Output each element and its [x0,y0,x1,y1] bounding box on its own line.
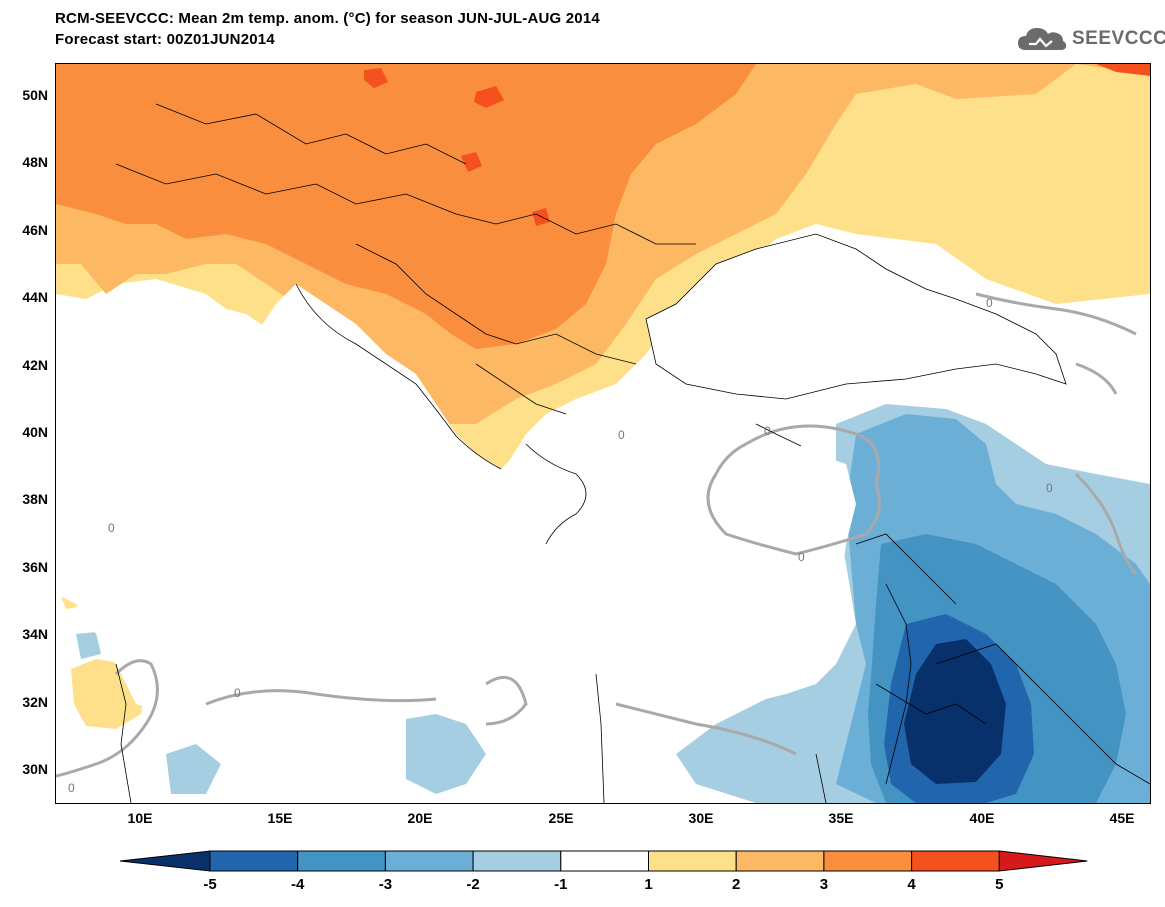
colorbar-label: 4 [907,876,916,893]
forecast-start-label: Forecast start: 00Z01JUN2014 [55,31,275,48]
lon-label: 20E [407,810,433,826]
colorbar-label: 3 [819,876,829,893]
colorbar-segment [648,850,737,872]
lat-label: 50N [22,87,48,103]
warm-anomaly-4-5c [461,152,482,172]
contour-label: 0 [68,781,75,795]
lat-label: 38N [22,491,48,507]
zero-contour [975,292,1137,336]
contour-label: 0 [764,424,771,438]
cloud-icon [1018,28,1067,50]
lon-label: 45E [1109,810,1135,826]
contour-label: 0 [986,296,993,310]
colorbar-segment [209,850,299,872]
lat-label: 44N [22,289,48,305]
lat-label: 46N [22,222,48,238]
black-sea [645,233,1067,400]
zero-contours [56,292,1138,778]
colorbar-label: -2 [466,876,480,893]
contour-label: 0 [798,550,805,564]
contour-labels: 0 0 0 0 0 0 0 0 [68,296,1053,795]
cool-anomaly-lt-5 [904,639,1006,784]
colorbar [119,850,1088,872]
lon-label: 40E [969,810,995,826]
zero-contour [56,659,159,778]
seevccc-logo: SEEVCCC [1016,22,1165,56]
colorbar-segment [911,850,1000,872]
contour-label: 0 [1046,481,1053,495]
lat-label: 30N [22,761,48,777]
zero-contour [485,675,528,726]
colorbar-segment [735,850,825,872]
contour-label: 0 [108,521,115,535]
zero-contour [1075,362,1118,395]
colorbar-label: -1 [554,876,568,893]
zero-contour [205,689,437,706]
contour-label: 0 [234,686,241,700]
colorbar-label: 1 [644,876,653,893]
lat-label: 36N [22,559,48,575]
coastlines-and-borders [115,103,1150,803]
colorbar-label: -5 [203,876,217,893]
colorbar-segment [560,850,649,872]
zero-contour [615,702,797,756]
warm-anomaly-corner [1096,64,1150,76]
lon-label: 35E [828,810,854,826]
colorbar-label: -3 [378,876,393,893]
colorbar-segment [297,850,386,872]
zero-contour [706,424,881,556]
colorbar-label: 5 [995,876,1004,893]
map-panel: 0 0 0 0 0 0 0 0 [55,63,1151,804]
logo-text: SEEVCCC [1072,28,1165,49]
lat-label: 42N [22,357,48,373]
warm-anomaly-4-5b [474,86,504,108]
lat-label: 34N [22,626,48,642]
warm-anomaly-4-5a [364,68,388,88]
lon-label: 10E [127,810,153,826]
colorbar-segment [384,850,474,872]
mediterranean-sea [56,284,856,719]
warm-anomaly-3-4 [56,64,756,349]
cool-patch-n-africa-1 [406,714,486,794]
colorbar-segment [119,850,211,872]
lat-label: 48N [22,154,48,170]
lat-label: 40N [22,424,48,440]
warm-anomaly-4-5d [532,208,550,226]
contour-label: 0 [618,428,625,442]
map-title: RCM-SEEVCCC: Mean 2m temp. anom. (°C) fo… [55,10,600,27]
cool-patch-n-africa-2 [166,744,221,794]
anomaly-map: 0 0 0 0 0 0 0 0 [56,64,1150,803]
lon-label: 30E [688,810,714,826]
lat-label: 32N [22,694,48,710]
colorbar-segment [823,850,913,872]
zero-contour [1074,472,1138,576]
cool-patch-tunisia [76,632,101,659]
colorbar-label: 2 [732,876,741,893]
lon-label: 15E [267,810,293,826]
lon-label: 25E [548,810,574,826]
colorbar-segment [472,850,562,872]
colorbar-segment [998,850,1088,872]
colorbar-label: -4 [291,876,305,893]
